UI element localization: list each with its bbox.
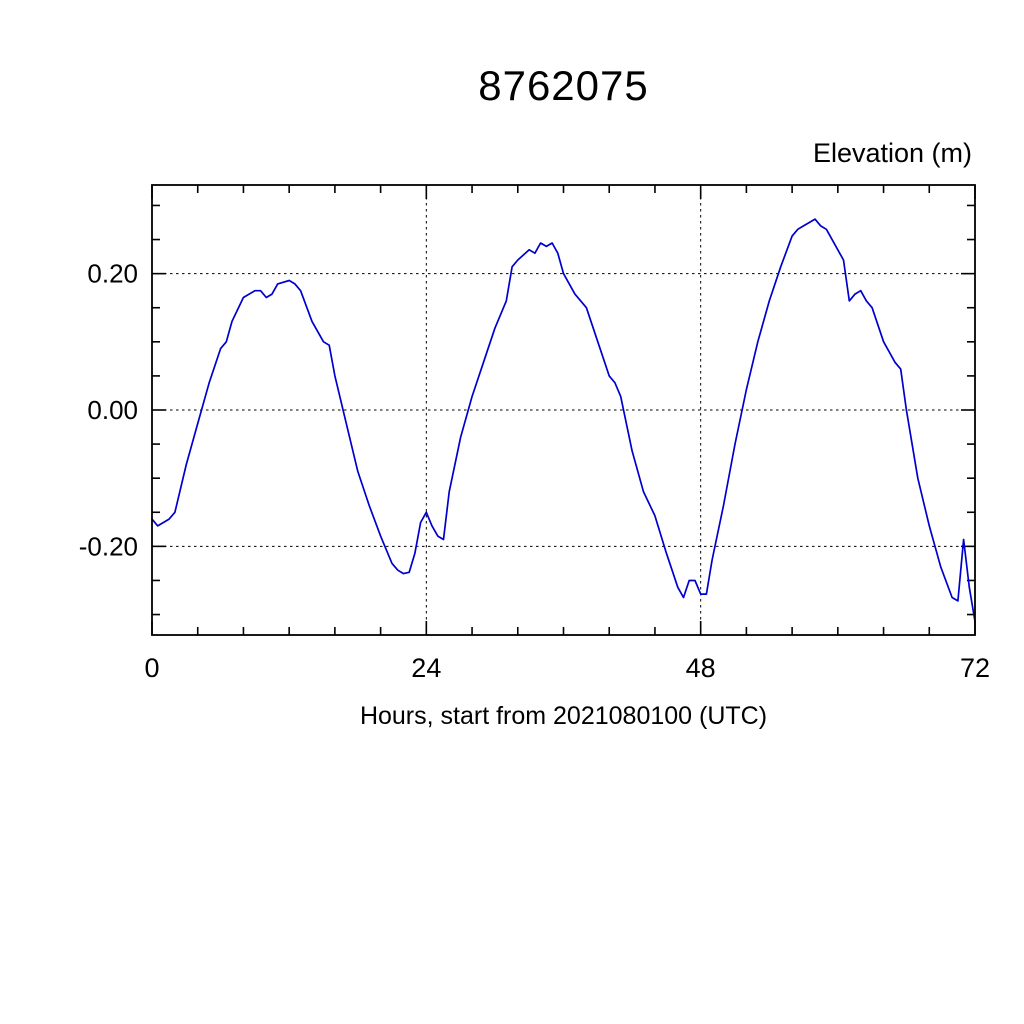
y-tick-label: -0.20 xyxy=(79,531,138,561)
y-tick-labels: 0.20 0.00 -0.20 xyxy=(79,259,138,562)
chart-title: 8762075 xyxy=(478,62,649,109)
x-tick-label: 0 xyxy=(144,653,159,683)
y-axis-title: Elevation (m) xyxy=(812,138,972,168)
x-tick-label: 72 xyxy=(960,653,990,683)
plot-frame xyxy=(151,184,976,636)
y-tick-label: 0.00 xyxy=(87,395,138,425)
y-tick-label: 0.20 xyxy=(87,259,138,289)
x-axis-title: Hours, start from 2021080100 (UTC) xyxy=(359,702,768,730)
elevation-line xyxy=(151,218,976,623)
axis-ticks xyxy=(151,185,976,635)
grid-lines xyxy=(152,185,975,635)
x-tick-label: 24 xyxy=(411,653,441,683)
x-tick-label: 48 xyxy=(686,653,716,683)
x-tick-labels: 0 24 48 72 xyxy=(144,653,990,683)
